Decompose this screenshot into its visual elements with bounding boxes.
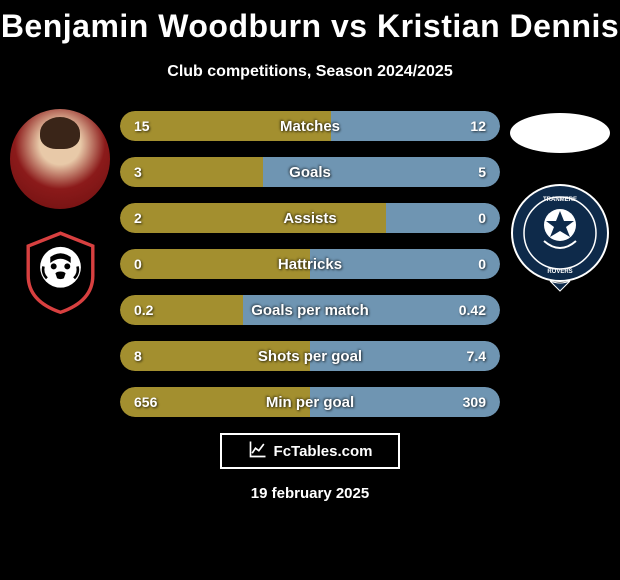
player-photo-right-blank <box>510 113 610 153</box>
left-player-column <box>0 101 120 314</box>
comparison-content: TRANMERE ROVERS 1512Matches 35Goals 20Assi… <box>0 101 620 417</box>
stat-bars: 1512Matches 35Goals 20Assists 00Hattricks 0.… <box>120 101 500 417</box>
subtitle: Club competitions, Season 2024/2025 <box>0 63 620 81</box>
stat-row: 0.20.42Goals per match <box>120 295 500 325</box>
stat-row: 87.4Shots per goal <box>120 341 500 371</box>
stat-row: 20Assists <box>120 203 500 233</box>
stat-label: Hattricks <box>120 256 500 273</box>
stat-label: Assists <box>120 210 500 227</box>
club-badge-left <box>18 229 103 314</box>
svg-text:TRANMERE: TRANMERE <box>543 197 577 203</box>
stat-label: Matches <box>120 118 500 135</box>
club-badge-right: TRANMERE ROVERS <box>510 183 610 293</box>
branding-box[interactable]: FcTables.com <box>220 433 400 469</box>
stat-row: 35Goals <box>120 157 500 187</box>
svg-text:ROVERS: ROVERS <box>547 269 572 275</box>
stat-row: 00Hattricks <box>120 249 500 279</box>
date-text: 19 february 2025 <box>0 485 620 502</box>
stat-row: 656309Min per goal <box>120 387 500 417</box>
right-player-column: TRANMERE ROVERS <box>500 101 620 293</box>
player-photo-left <box>10 109 110 209</box>
stat-label: Shots per goal <box>120 348 500 365</box>
stat-label: Min per goal <box>120 394 500 411</box>
branding-text: FcTables.com <box>274 443 373 460</box>
chart-icon <box>248 439 268 463</box>
stat-label: Goals per match <box>120 302 500 319</box>
stat-row: 1512Matches <box>120 111 500 141</box>
stat-label: Goals <box>120 164 500 181</box>
page-title: Benjamin Woodburn vs Kristian Dennis <box>0 0 620 45</box>
